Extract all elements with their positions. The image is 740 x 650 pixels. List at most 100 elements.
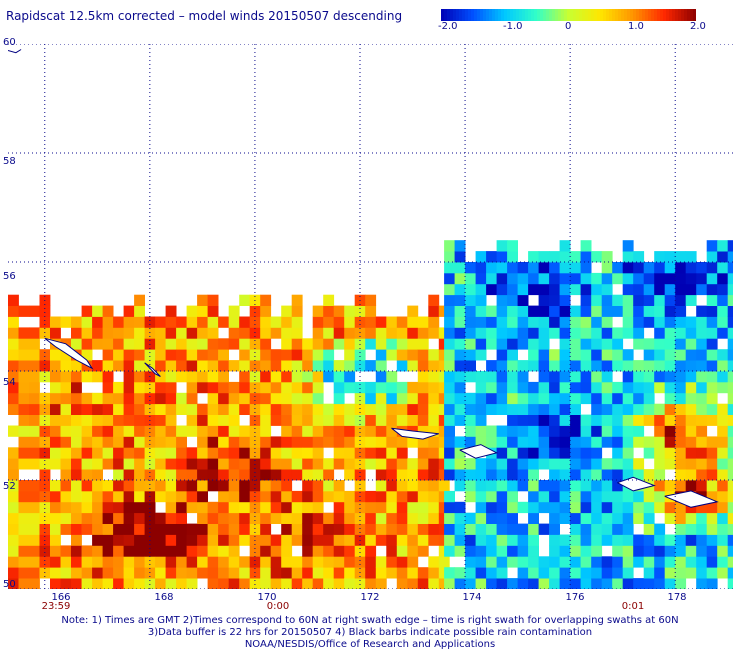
heatmap-cell [207,534,219,546]
heatmap-cell [291,425,303,437]
heatmap-cell [417,316,429,328]
heatmap-cell [717,501,729,514]
heatmap-cell [549,392,560,405]
heatmap-cell [8,349,19,361]
heatmap-cell [475,458,487,470]
heatmap-cell [633,316,645,328]
heatmap-cell [486,512,497,524]
heatmap-cell [601,567,613,579]
heatmap-cell [612,360,624,372]
heatmap-cell [654,490,666,503]
heatmap-cell [591,436,603,448]
colorbar-segment [441,9,445,21]
heatmap-cell [717,469,729,481]
heatmap-cell [486,480,497,492]
heatmap-cell [39,327,51,339]
heatmap-cell [396,458,408,470]
colorbar-segment [558,9,562,21]
heatmap-cell [18,512,30,524]
heatmap-cell [60,501,72,514]
colorbar-segment [651,9,655,21]
heatmap-cell [664,327,676,339]
heatmap-cell [249,512,261,524]
heatmap-cell [344,349,356,361]
heatmap-cell [486,327,497,339]
heatmap-cell [386,490,398,503]
colorbar-segment [594,9,598,21]
heatmap-cell [685,480,697,492]
heatmap-cell [528,534,539,546]
heatmap-cell [633,490,645,503]
heatmap-cell [528,338,539,350]
heatmap-cell [622,294,634,306]
heatmap-cell [386,447,398,459]
heatmap-cell [228,392,240,405]
heatmap-cell [197,371,208,383]
heatmap-cell [706,251,718,263]
y-tick-label: 60 [3,37,16,48]
heatmap-cell [706,447,718,459]
heatmap-cell [727,501,733,514]
heatmap-cell [417,327,429,339]
heatmap-cell [29,490,40,503]
heatmap-cell [465,305,476,317]
heatmap-cell [570,316,581,328]
heatmap-cell [428,349,440,361]
heatmap-cell [18,371,30,383]
heatmap-cell [549,469,560,481]
heatmap-cell [302,534,314,546]
heatmap-cell [664,414,676,426]
heatmap-cell [92,305,103,317]
heatmap-cell [407,567,419,579]
heatmap-cell [50,458,61,470]
heatmap-cell [144,556,156,568]
heatmap-cell [165,556,177,568]
heatmap-cell [270,360,282,372]
heatmap-cell [444,469,455,481]
heatmap-cell [386,556,398,568]
heatmap-cell [696,556,708,568]
heatmap-cell [428,469,440,481]
heatmap-cell [417,425,429,437]
heatmap-cell [344,327,356,339]
y-tick-label: 50 [3,579,16,590]
heatmap-cell [643,534,655,546]
heatmap-cell [528,556,539,568]
heatmap-cell [633,436,645,448]
heatmap-cell [622,556,634,568]
heatmap-cell [417,534,429,546]
heatmap-cell [249,545,261,557]
heatmap-cell [428,371,440,383]
heatmap-cell [260,512,272,524]
heatmap-cell [354,316,366,328]
heatmap-cell [239,392,251,405]
heatmap-cell [612,403,624,415]
colorbar-tick: 2.0 [690,21,706,32]
heatmap-cell [291,512,303,524]
heatmap-cell [507,490,518,503]
heatmap-cell [71,545,82,557]
heatmap-cell [228,567,240,579]
heatmap-cell [375,371,387,383]
heatmap-cell [444,338,455,350]
colorbar-tick: 1.0 [628,21,644,32]
colorbar-segment [543,9,547,21]
heatmap-cell [675,501,687,514]
heatmap-cell [538,360,550,372]
heatmap-cell [218,567,229,579]
heatmap-cell [664,578,676,589]
heatmap-cell [538,523,550,535]
heatmap-cell [207,567,219,579]
heatmap-cell [633,425,645,437]
heatmap-cell [134,414,145,426]
heatmap-cell [612,338,624,350]
heatmap-cell [207,425,219,437]
heatmap-cell [580,294,592,306]
heatmap-cell [8,567,19,579]
heatmap-cell [570,512,581,524]
heatmap-cell [717,251,729,263]
heatmap-cell [465,556,476,568]
heatmap-cell [354,327,366,339]
heatmap-cell [417,567,429,579]
heatmap-cell [113,578,124,589]
